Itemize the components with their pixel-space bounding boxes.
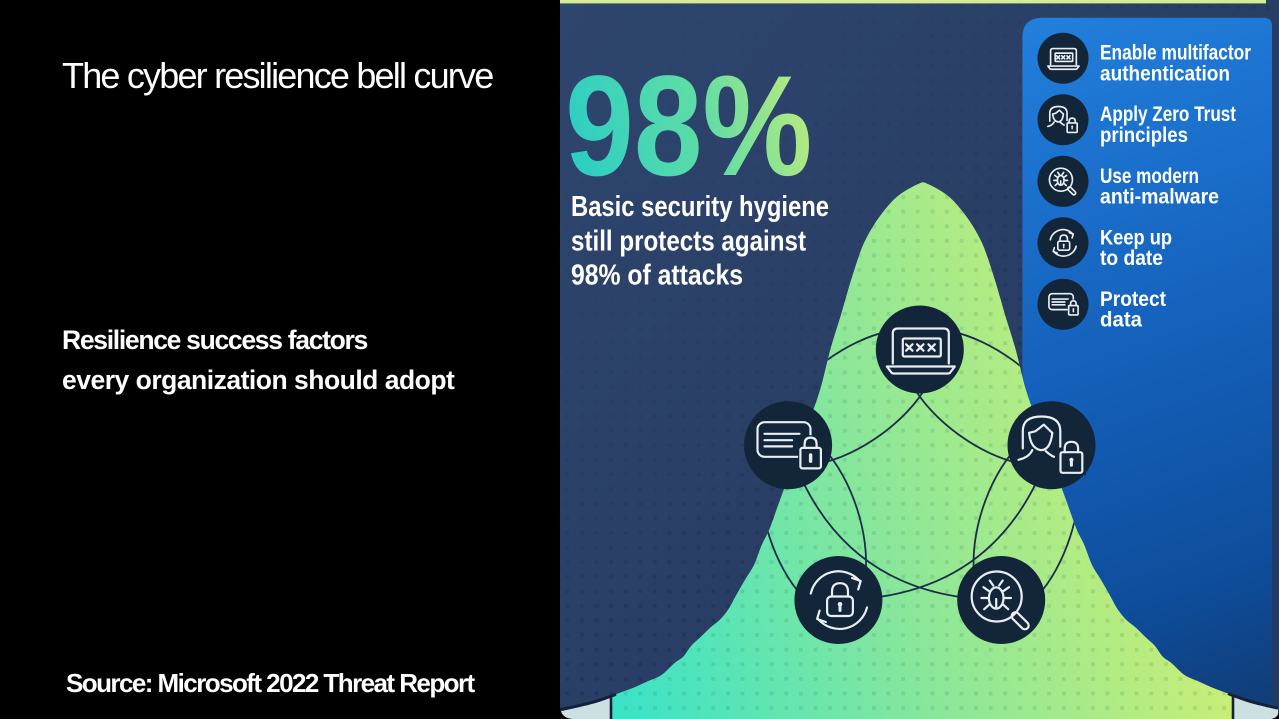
svg-text:Apply Zero Trust: Apply Zero Trust	[1100, 103, 1236, 126]
svg-text:Basic security hygiene: Basic security hygiene	[571, 190, 829, 222]
svg-text:principles: principles	[1100, 124, 1188, 147]
svg-text:Use modern: Use modern	[1100, 165, 1199, 188]
svg-text:Enable multifactor: Enable multifactor	[1100, 42, 1251, 65]
svg-text:98% of attacks: 98% of attacks	[571, 259, 743, 291]
svg-text:anti-malware: anti-malware	[1100, 185, 1219, 208]
svg-text:data: data	[1100, 308, 1142, 331]
svg-text:Protect: Protect	[1100, 288, 1166, 311]
svg-text:still protects against: still protects against	[571, 224, 806, 256]
svg-text:98%: 98%	[565, 47, 812, 206]
svg-text:authentication: authentication	[1100, 62, 1230, 85]
svg-text:Keep up: Keep up	[1100, 226, 1172, 249]
svg-text:to date: to date	[1100, 247, 1163, 270]
